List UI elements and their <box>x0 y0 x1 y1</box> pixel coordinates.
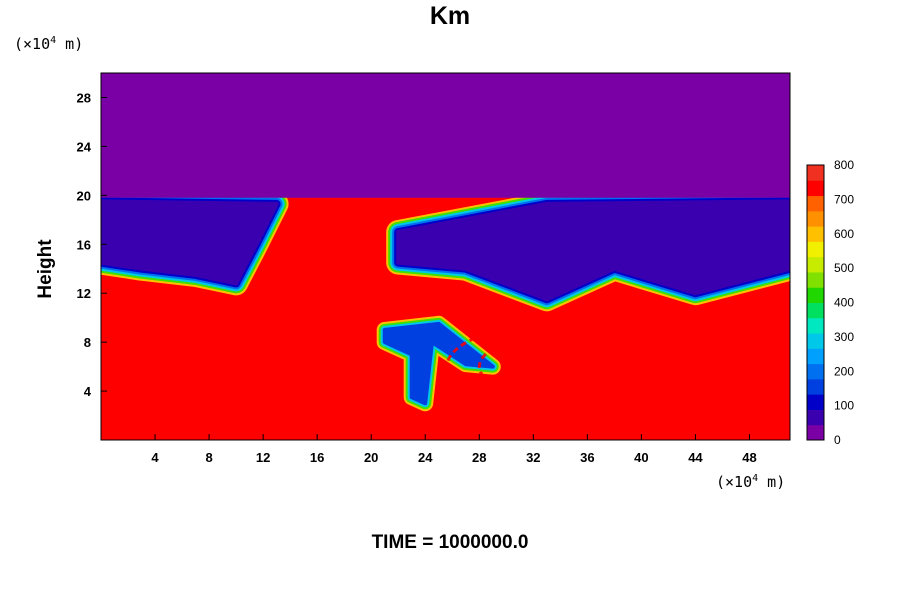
colorbar-segment <box>807 226 824 242</box>
band-layer <box>396 199 790 302</box>
x-tick-label: 36 <box>580 450 594 465</box>
band-layer <box>101 199 279 286</box>
colorbar-segment <box>807 302 824 319</box>
chart-title: Km <box>429 2 471 30</box>
colorbar-segment <box>807 378 824 395</box>
colorbar-segment <box>807 363 824 380</box>
wave-arc <box>101 314 227 419</box>
colorbar-segment <box>807 256 824 273</box>
y-axis: 4 8 12 16 20 24 28 <box>77 90 107 399</box>
y-tick-label: 20 <box>77 188 91 203</box>
x-tick-label: 44 <box>688 450 703 465</box>
x-axis: 4 8 12 16 20 24 28 32 36 40 44 48 <box>151 434 757 465</box>
x-tick-label: 24 <box>418 450 433 465</box>
colorbar-segment <box>807 271 824 288</box>
colorbar-segment <box>807 180 824 197</box>
x-unit-suffix: m) <box>758 473 786 491</box>
colorbar-segment <box>807 333 824 349</box>
x-tick-label: 28 <box>472 450 486 465</box>
colorbar: 0 100 200 300 400 500 600 700 800 <box>806 158 854 447</box>
y-unit-suffix: m) <box>56 35 84 53</box>
plot-frame <box>100 72 791 441</box>
colorbar-label: 700 <box>834 192 854 206</box>
colorbar-label: 400 <box>834 296 854 310</box>
colorbar-label: 100 <box>834 399 854 413</box>
x-unit-exponent: 4 <box>752 473 759 484</box>
colorbar-label: 0 <box>834 433 841 447</box>
plot-area <box>101 73 790 440</box>
colorbar-segment <box>807 424 824 441</box>
plume-center <box>374 313 503 414</box>
y-tick-label: 4 <box>84 384 92 399</box>
band-right <box>384 187 790 314</box>
y-tick-label: 8 <box>84 335 91 350</box>
colorbar-label: 500 <box>834 261 854 275</box>
x-tick-label: 12 <box>256 450 270 465</box>
colorbar-label: 600 <box>834 227 854 241</box>
x-tick-label: 16 <box>310 450 324 465</box>
y-tick-label: 28 <box>77 90 91 105</box>
wave-arc <box>477 328 697 405</box>
colorbar-segment <box>807 241 824 258</box>
colorbar-segment <box>807 409 824 426</box>
x-tick-label: 20 <box>364 450 378 465</box>
colorbar-segment <box>807 317 824 334</box>
colorbar-segment <box>807 287 824 303</box>
x-tick-label: 4 <box>151 450 159 465</box>
wave-arc <box>629 312 790 397</box>
wave-arc <box>661 323 790 386</box>
wave-arc <box>445 317 730 416</box>
wave-arc <box>101 307 249 427</box>
y-tick-label: 24 <box>77 139 92 154</box>
colorbar-label: 200 <box>834 364 854 378</box>
colorbar-frame <box>806 164 825 441</box>
field-upper-layer <box>101 73 790 198</box>
x-tick-label: 40 <box>634 450 648 465</box>
colorbar-segment <box>807 165 824 181</box>
y-unit-prefix: (×10 <box>14 35 51 53</box>
y-axis-unit: (×104 m) <box>14 35 83 53</box>
colorbar-segment <box>807 394 824 410</box>
x-unit-prefix: (×10 <box>716 473 753 491</box>
x-axis-unit: (×104 m) <box>716 473 785 491</box>
y-tick-label: 12 <box>77 286 91 301</box>
x-tick-label: 8 <box>205 450 212 465</box>
band-layer <box>382 321 495 406</box>
x-tick-label: 32 <box>526 450 540 465</box>
time-label: TIME = 1000000.0 <box>371 532 529 553</box>
y-tick-label: 16 <box>77 237 91 252</box>
y-unit-exponent: 4 <box>50 35 57 46</box>
band-left <box>101 187 291 298</box>
colorbar-segment <box>807 195 824 212</box>
colorbar-label: 300 <box>834 330 854 344</box>
colorbar-label: 800 <box>834 158 854 172</box>
colorbar-segment <box>807 210 824 227</box>
colorbar-segment <box>807 348 824 365</box>
x-tick-label: 48 <box>742 450 756 465</box>
